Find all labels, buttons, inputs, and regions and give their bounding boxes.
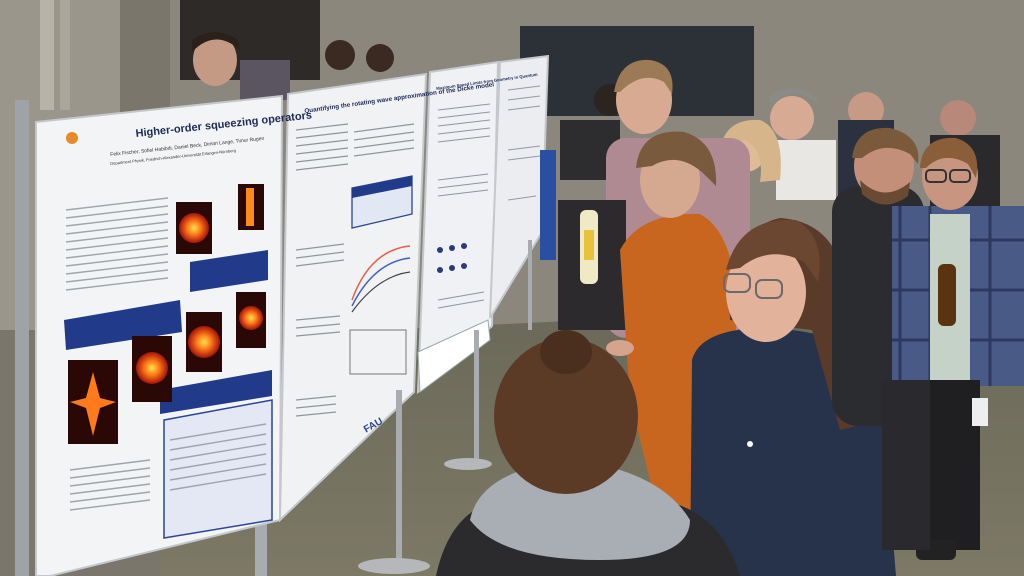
hair [636,131,717,186]
poster-1-boxed-section [163,399,273,539]
wigner-spot [239,306,263,330]
glasses [925,169,947,183]
pipe [40,0,54,110]
glasses [755,279,783,299]
poster-2-curve [351,257,411,307]
hair-bun [540,330,592,374]
poster-2-curve [351,271,411,313]
badge [972,398,988,426]
poster-1-section-header [64,300,182,350]
bg-person-head [325,40,355,70]
wigner-spot [179,213,209,243]
poster-2-text-lines [295,123,415,417]
hair [852,127,919,164]
wigner-star [70,372,116,436]
hair [614,59,673,94]
bg-person-hair [770,88,818,108]
wigner-spot [136,352,168,384]
board-pole [15,100,29,576]
wigner-spot [246,188,254,226]
stand-base [444,458,492,470]
bg-person-shirt [776,140,836,200]
hair-back [494,338,638,494]
blonde-hair [720,119,781,182]
stand-pole [528,240,532,330]
poster-1-section-header [160,370,272,414]
bg-person-head [770,96,814,140]
trousers [882,380,930,550]
poster-pin [66,132,78,144]
hand [606,340,634,356]
poster-3-text-lines [437,103,491,309]
beard [860,180,910,205]
hair [920,137,978,178]
hair [726,219,820,282]
glasses [723,273,751,293]
wigner-spot [188,326,220,358]
bg-person-hair [192,32,240,52]
blue-pillar [540,150,556,260]
poster-2-curve [351,245,411,301]
poster-1-section-header [190,250,268,292]
poster-3-note [417,319,491,393]
bg-person [240,60,290,100]
face [726,242,806,342]
stand-pole [474,330,479,460]
poster-1-text-lines [65,197,267,511]
hoodie-logo [747,441,753,447]
bg-person-face [193,34,237,86]
poster-2-plot [349,329,407,375]
bottle-label [584,230,594,260]
grey-hood [470,460,690,560]
poster-4-text-lines [507,85,541,201]
stand-pole [396,390,402,566]
pipe [60,0,70,110]
glasses [949,169,971,183]
beer-bottle [938,264,956,326]
bg-person-head [940,100,976,136]
bg-person-head [848,92,884,128]
poster-3 [416,60,500,395]
bg-person-head [366,44,394,72]
poster-3-dots [437,243,467,273]
stand-base [358,558,430,574]
poster-2-header [352,176,412,198]
